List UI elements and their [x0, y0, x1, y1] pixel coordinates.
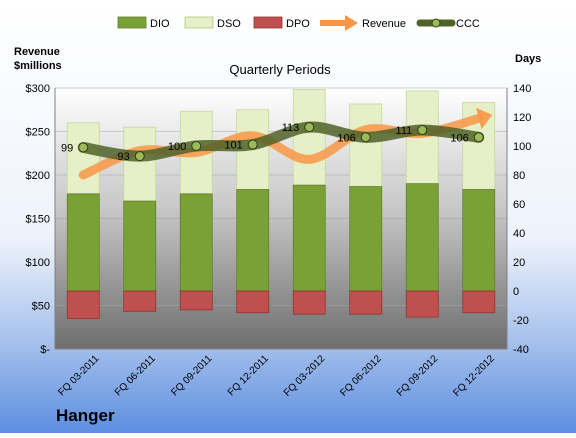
legend-swatch	[184, 16, 214, 29]
bar-dpo	[292, 290, 326, 315]
bar-dso	[66, 122, 100, 195]
right-tick-label: -40	[513, 344, 529, 356]
ccc-data-label: 106	[337, 132, 355, 144]
right-tick-label: 80	[513, 170, 525, 182]
legend-swatch	[431, 18, 441, 28]
left-tick-label: $-	[40, 344, 50, 356]
legend-label: Revenue	[362, 18, 406, 30]
right-tick-label: -20	[513, 315, 529, 327]
right-tick-label: 120	[513, 112, 531, 124]
bar-dio	[236, 189, 270, 292]
legend-label: DSO	[217, 18, 241, 30]
bar-dpo	[405, 290, 439, 318]
right-tick-label: 140	[513, 83, 531, 95]
left-tick-label: $100	[26, 257, 50, 269]
bar-dio	[405, 183, 439, 292]
right-tick-label: 40	[513, 228, 525, 240]
ccc-marker	[360, 132, 371, 143]
right-tick-label: 60	[513, 199, 525, 211]
ccc-marker	[304, 122, 315, 133]
legend-swatch	[253, 16, 283, 29]
legend: DIO DSO DPO Revenue CCC	[117, 15, 480, 31]
ccc-data-label: 113	[282, 122, 300, 134]
revenue-arrowhead	[475, 107, 493, 130]
lines-group: 99 93 100 101 113 106 111 106	[61, 107, 493, 180]
bar-dio	[292, 184, 326, 292]
left-tick-label: $250	[26, 127, 50, 139]
ccc-marker	[134, 151, 145, 162]
left-axis-title-line1: Revenue	[14, 46, 60, 58]
bar-dpo	[66, 290, 100, 319]
ccc-marker	[417, 125, 428, 136]
right-tick-label: 100	[513, 141, 531, 153]
legend-label: DIO	[150, 18, 170, 30]
bar-dpo	[123, 290, 157, 312]
ccc-data-label: 111	[396, 125, 413, 137]
legend-label: DPO	[286, 18, 310, 30]
left-axis-title-line2: $millions	[14, 60, 62, 72]
legend-label: CCC	[456, 18, 480, 30]
left-tick-label: $50	[32, 301, 50, 313]
ccc-data-label: 106	[450, 132, 468, 144]
ccc-marker	[247, 139, 258, 150]
bar-dpo	[349, 290, 383, 315]
bar-dso	[349, 103, 383, 187]
bar-dio	[66, 193, 100, 292]
ccc-data-label: 100	[168, 141, 186, 153]
ccc-data-label: 101	[224, 140, 242, 152]
ccc-marker	[78, 142, 89, 153]
ccc-data-label: 93	[118, 151, 130, 163]
left-tick-label: $300	[26, 83, 50, 95]
right-axis-title: Days	[515, 53, 541, 65]
company-name: Hanger	[56, 406, 115, 425]
bar-dpo	[179, 290, 213, 311]
bar-dpo	[462, 290, 496, 314]
chart-title: Quarterly Periods	[229, 62, 331, 77]
bar-dso	[123, 126, 157, 202]
ccc-marker	[473, 132, 484, 143]
ccc-marker	[191, 141, 202, 151]
bar-dio	[179, 193, 213, 292]
legend-swatch	[117, 16, 147, 29]
bar-dio	[123, 200, 157, 292]
left-tick-label: $150	[26, 214, 50, 226]
bar-dpo	[236, 290, 270, 314]
right-tick-label: 20	[513, 257, 525, 269]
bar-dio	[349, 186, 383, 292]
bar-dso	[292, 89, 326, 186]
ccc-data-label: 99	[61, 142, 73, 154]
bar-dio	[462, 189, 496, 292]
right-tick-label: 0	[513, 286, 519, 298]
legend-swatch	[345, 15, 358, 31]
bars-group	[66, 89, 496, 319]
left-tick-label: $200	[26, 170, 50, 182]
